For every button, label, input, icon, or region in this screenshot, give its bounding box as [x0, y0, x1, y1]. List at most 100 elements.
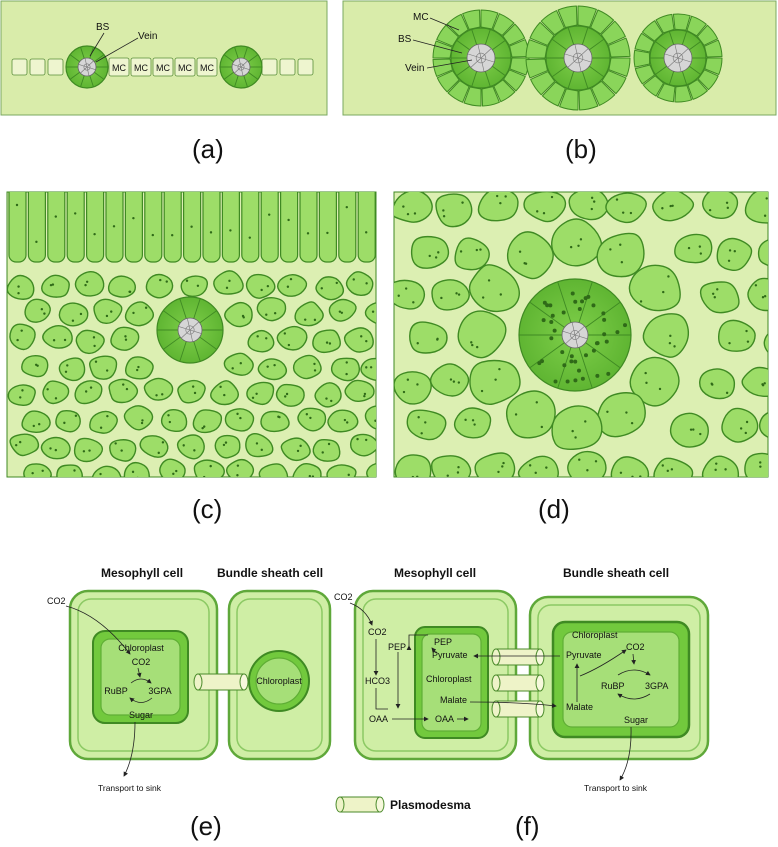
cell: [454, 237, 490, 271]
cell: [292, 354, 322, 380]
cell: [223, 352, 254, 376]
mesophyll-cell: [503, 69, 526, 92]
mesophyll-cell: [446, 13, 469, 37]
cell: [11, 58, 28, 76]
panel-e-bs-chloroplast-label: Chloroplast: [256, 676, 302, 686]
cell: [721, 407, 759, 443]
panel-f-co2-outside: CO2: [334, 592, 353, 602]
cell: [596, 232, 645, 278]
cell: [260, 410, 290, 433]
mc-cell-label: MC: [200, 63, 214, 73]
palisade-cell: [357, 192, 376, 263]
panel-e-rubp: RuBP: [104, 686, 128, 696]
cell: [7, 274, 35, 300]
cell: [330, 357, 361, 382]
palisade-cell: [27, 192, 46, 263]
palisade-cell: [144, 192, 163, 263]
palisade-cell: [299, 192, 318, 263]
cell: [328, 298, 357, 322]
cell: [21, 410, 51, 434]
mesophyll-cell: [696, 24, 719, 46]
cell: [279, 58, 296, 76]
cell: [567, 450, 607, 477]
cell: [261, 58, 278, 76]
mesophyll-cell: [493, 79, 516, 103]
cell: [224, 301, 253, 328]
cell: [58, 357, 86, 382]
mesophyll-cell: [672, 13, 691, 31]
panel-c: [6, 191, 377, 478]
panel-f-malate-chloroplast: Malate: [440, 695, 467, 705]
panel-e-plasmodesma: [193, 673, 249, 691]
panel-f-co2-cytosol: CO2: [368, 627, 387, 637]
panel-e-co2-outside: CO2: [47, 596, 66, 606]
cell: [477, 192, 519, 222]
cell: [297, 407, 327, 432]
cell: [124, 356, 154, 380]
panel-f-plasmodesmata: [491, 648, 545, 718]
mesophyll-cell: [481, 86, 500, 107]
cell: [143, 377, 174, 401]
cell: [58, 302, 89, 327]
cell: [364, 302, 376, 325]
cell: [523, 192, 567, 223]
panel-f-bs-rubp: RuBP: [601, 681, 625, 691]
palisade-cell: [260, 192, 279, 263]
panel-f-bs-3gpa: 3GPA: [645, 681, 668, 691]
panel-c-letter: (c): [192, 494, 222, 524]
panel-e-3gpa: 3GPA: [148, 686, 171, 696]
mc-cell-label: MC: [112, 63, 126, 73]
cell: [430, 455, 472, 477]
cell: [225, 458, 255, 477]
panel-b-bundles: [432, 5, 723, 111]
panel-a-vein-label: Vein: [138, 31, 157, 42]
panel-e-title-bundle-sheath: Bundle sheath cell: [217, 566, 323, 580]
cell: [744, 192, 768, 224]
cell: [718, 319, 756, 352]
mc-cell-label: MC: [134, 63, 148, 73]
panel-d-tissue: [394, 192, 768, 477]
mesophyll-cell: [687, 79, 708, 100]
cell: [9, 433, 40, 457]
cell: [257, 358, 288, 381]
mesophyll-cell: [462, 9, 481, 30]
cell: [74, 271, 105, 297]
cell: [394, 454, 432, 477]
mc-cell-label: MC: [178, 63, 192, 73]
palisade-cell: [105, 192, 124, 263]
panel-f: Mesophyll cell Bundle sheath cell CO2 CO…: [334, 566, 710, 793]
panel-a-letter: (a): [192, 134, 224, 164]
cell: [457, 310, 507, 359]
cell: [176, 434, 205, 460]
mesophyll-cell: [697, 69, 719, 91]
panel-e-title-mesophyll: Mesophyll cell: [101, 566, 183, 580]
cell: [568, 192, 609, 221]
cell: [741, 366, 768, 397]
mesophyll-cell: [591, 80, 616, 106]
cell: [505, 390, 556, 439]
cell: [41, 274, 70, 298]
mesophyll-cell: [540, 10, 565, 36]
panel-e-chloroplast-label: Chloroplast: [118, 643, 164, 653]
mesophyll-cell: [686, 15, 707, 37]
mesophyll-cell: [447, 80, 470, 103]
cell: [123, 405, 154, 431]
cell: [29, 58, 46, 76]
palisade-cell: [183, 192, 202, 263]
mesophyll-cell: [656, 83, 676, 103]
cell: [159, 458, 186, 477]
panel-f-oaa-chloroplast: OAA: [435, 714, 454, 724]
panel-f-pep-chloroplast: PEP: [434, 637, 452, 647]
mesophyll-cell: [633, 49, 651, 68]
cell: [699, 281, 740, 314]
cell: [247, 329, 275, 353]
cell: [551, 218, 603, 267]
panel-e-transport: Transport to sink: [98, 783, 162, 793]
panel-f-oaa-cytosol: OAA: [369, 714, 388, 724]
palisade-cell: [8, 192, 27, 263]
panel-f-pep-cytosol: PEP: [388, 642, 406, 652]
panel-f-title-mesophyll: Mesophyll cell: [394, 566, 476, 580]
panel-a-bs-label: BS: [96, 22, 110, 33]
panel-b-vein-label: Vein: [405, 63, 424, 74]
